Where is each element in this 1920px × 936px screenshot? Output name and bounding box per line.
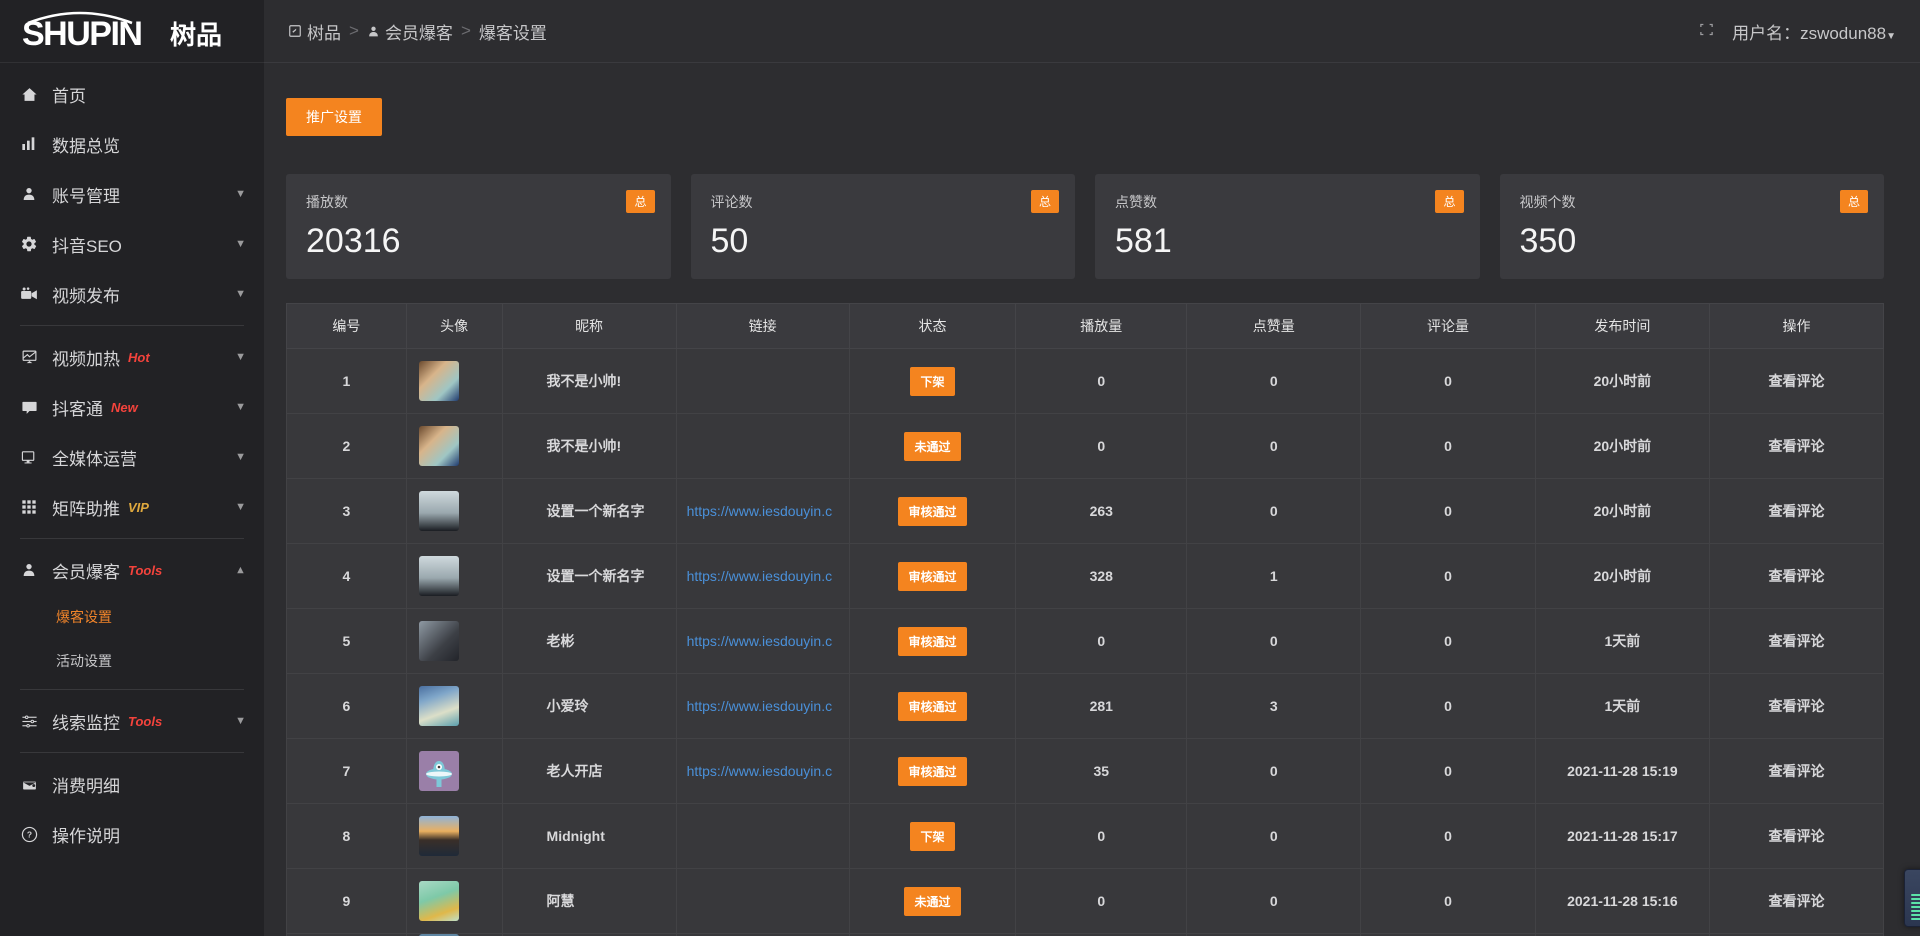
svg-text:树品: 树品 [170, 20, 222, 50]
svg-text:SHUPIN: SHUPIN [22, 15, 141, 51]
svg-text:?: ? [26, 829, 31, 839]
